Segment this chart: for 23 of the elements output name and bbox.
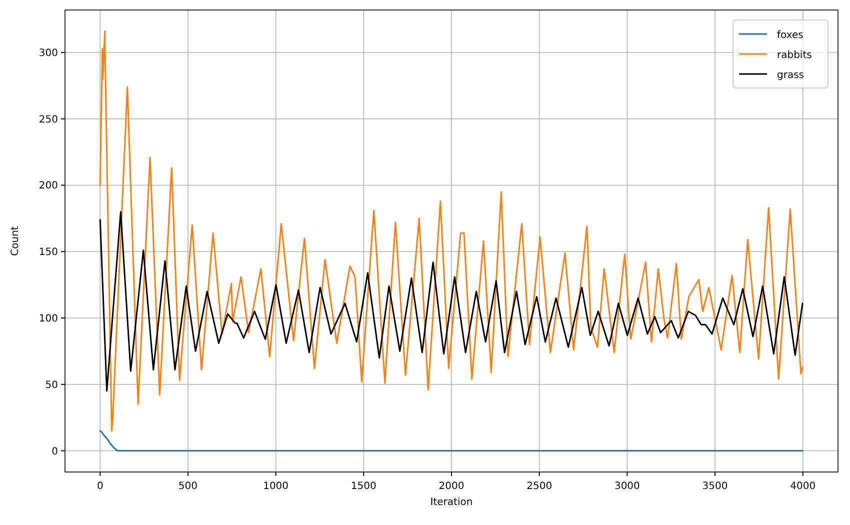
x-tick-label: 2000 bbox=[438, 481, 464, 492]
y-tick-label: 0 bbox=[52, 446, 58, 458]
y-tick-label: 200 bbox=[38, 180, 58, 192]
y-tick-label: 250 bbox=[38, 114, 58, 126]
x-tick-label: 3500 bbox=[702, 481, 728, 492]
y-tick-label: 300 bbox=[38, 48, 58, 59]
y-tick-label: 50 bbox=[45, 380, 58, 391]
legend-label: grass bbox=[777, 70, 804, 81]
x-tick-label: 0 bbox=[96, 481, 104, 492]
legend-label: rabbits bbox=[777, 50, 812, 61]
x-tick-label: 500 bbox=[178, 481, 198, 492]
x-tick-label: 2500 bbox=[526, 481, 552, 492]
x-axis-title: Iteration bbox=[430, 497, 473, 508]
x-tick-label: 3000 bbox=[614, 481, 640, 492]
line-series bbox=[99, 211, 804, 392]
line-series bbox=[99, 430, 804, 452]
legend-label: foxes bbox=[777, 30, 804, 41]
y-tick-label: 100 bbox=[38, 314, 58, 324]
x-tick-label: 1500 bbox=[350, 481, 376, 492]
y-tick-label: 150 bbox=[38, 247, 58, 258]
x-tick-label: 4000 bbox=[790, 481, 816, 492]
y-axis-title: Count bbox=[10, 226, 21, 256]
x-tick-label: 1000 bbox=[263, 481, 289, 492]
